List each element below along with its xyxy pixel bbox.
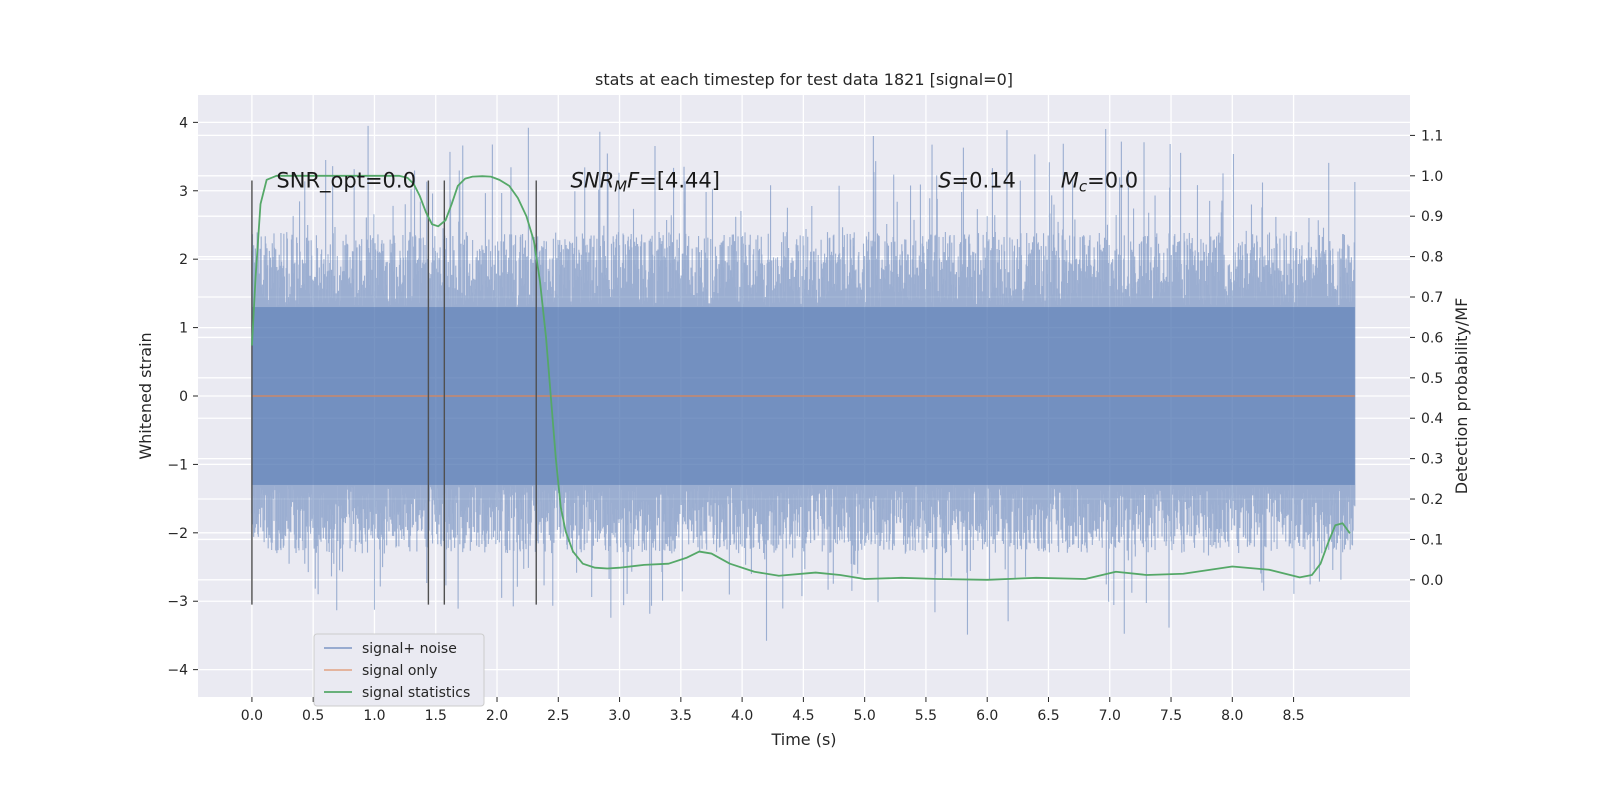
- y-right-tick-label: 0.6: [1421, 330, 1443, 346]
- chart-title: stats at each timestep for test data 182…: [595, 70, 1013, 89]
- y-tick-label: −2: [167, 526, 188, 542]
- x-tick-label: 0.0: [241, 708, 263, 724]
- x-axis-ticks: 0.0 0.5 1.0 1.5 2.0 2.5 3.0 3.5 4.0 4.5 5.0 5.5 6.0 6…: [241, 697, 1305, 724]
- annotation-0: SNR_opt=0.0: [276, 169, 416, 194]
- y-right-tick-label: 0.8: [1421, 250, 1443, 266]
- y-right-tick-label: 0.2: [1421, 492, 1443, 508]
- y-tick-label: 4: [179, 115, 188, 131]
- x-tick-label: 3.5: [670, 708, 692, 724]
- x-tick-label: 1.0: [363, 708, 385, 724]
- y-right-tick-label: 0.7: [1421, 290, 1443, 306]
- y-right-tick-label: 1.1: [1421, 128, 1443, 144]
- x-tick-label: 6.0: [976, 708, 998, 724]
- y-right-tick-label: 0.1: [1421, 532, 1443, 548]
- x-tick-label: 8.0: [1221, 708, 1243, 724]
- vertical-lines: [251, 180, 537, 605]
- legend-box: [313, 633, 485, 707]
- x-tick-label: 0.5: [302, 708, 324, 724]
- x-tick-label: 4.5: [792, 708, 814, 724]
- x-tick-label: 4.0: [731, 708, 753, 724]
- y-right-tick-label: 0.4: [1421, 411, 1443, 427]
- legend-label: signal+ noise: [362, 641, 457, 657]
- legend-label: signal only: [362, 663, 437, 679]
- x-tick-label: 3.0: [608, 708, 630, 724]
- x-tick-label: 6.5: [1037, 708, 1059, 724]
- legend: signal+ noise signal only signal statistic…: [313, 633, 485, 707]
- x-tick-label: 8.5: [1282, 708, 1304, 724]
- y-tick-label: −3: [167, 594, 188, 610]
- y-right-axis-label: Detection probability/MF: [1452, 298, 1471, 495]
- y-tick-label: 1: [179, 321, 188, 337]
- x-tick-label: 2.0: [486, 708, 508, 724]
- annotation-3: Mc=0.0: [1061, 169, 1138, 196]
- y-tick-label: 0: [179, 389, 188, 405]
- x-tick-label: 1.5: [425, 708, 447, 724]
- y-right-tick-label: 1.0: [1421, 169, 1443, 185]
- annotation-1: SNRMF=[4.44]: [571, 169, 720, 196]
- y-tick-label: −4: [167, 663, 188, 679]
- y-right-tick-label: 0.9: [1421, 209, 1443, 225]
- signal-statistics-line: [251, 174, 1351, 581]
- y-tick-label: 3: [179, 184, 188, 200]
- x-axis-label: Time (s): [770, 730, 836, 749]
- y-right-tick-label: 0.5: [1421, 371, 1443, 387]
- y-axis-label: Whitened strain: [136, 332, 155, 459]
- y-right-tick-label: 0.0: [1421, 573, 1443, 589]
- x-tick-label: 7.0: [1099, 708, 1121, 724]
- annotations: SNR_opt=0.0 SNRMF=[4.44] S=0.14 Mc=0.0: [276, 169, 1138, 196]
- y-right-axis-ticks: 1.1 1.0 0.9 0.8 0.7 0.6 0.5 0.4 0.3 0.2 0.1 0.0: [1410, 128, 1443, 589]
- y-right-tick-label: 0.3: [1421, 452, 1443, 468]
- x-tick-label: 7.5: [1160, 708, 1182, 724]
- x-tick-label: 5.0: [854, 708, 876, 724]
- x-tick-label: 5.5: [915, 708, 937, 724]
- y-tick-label: −1: [167, 457, 188, 473]
- legend-label: signal statistics: [362, 685, 470, 701]
- annotation-2: S=0.14: [938, 169, 1016, 193]
- series-signal-statistics: [251, 174, 1351, 581]
- y-tick-label: 2: [179, 252, 188, 268]
- y-axis-ticks: 4 3 2 1 0 −1 −2 −3 −4: [167, 115, 198, 679]
- x-tick-label: 2.5: [547, 708, 569, 724]
